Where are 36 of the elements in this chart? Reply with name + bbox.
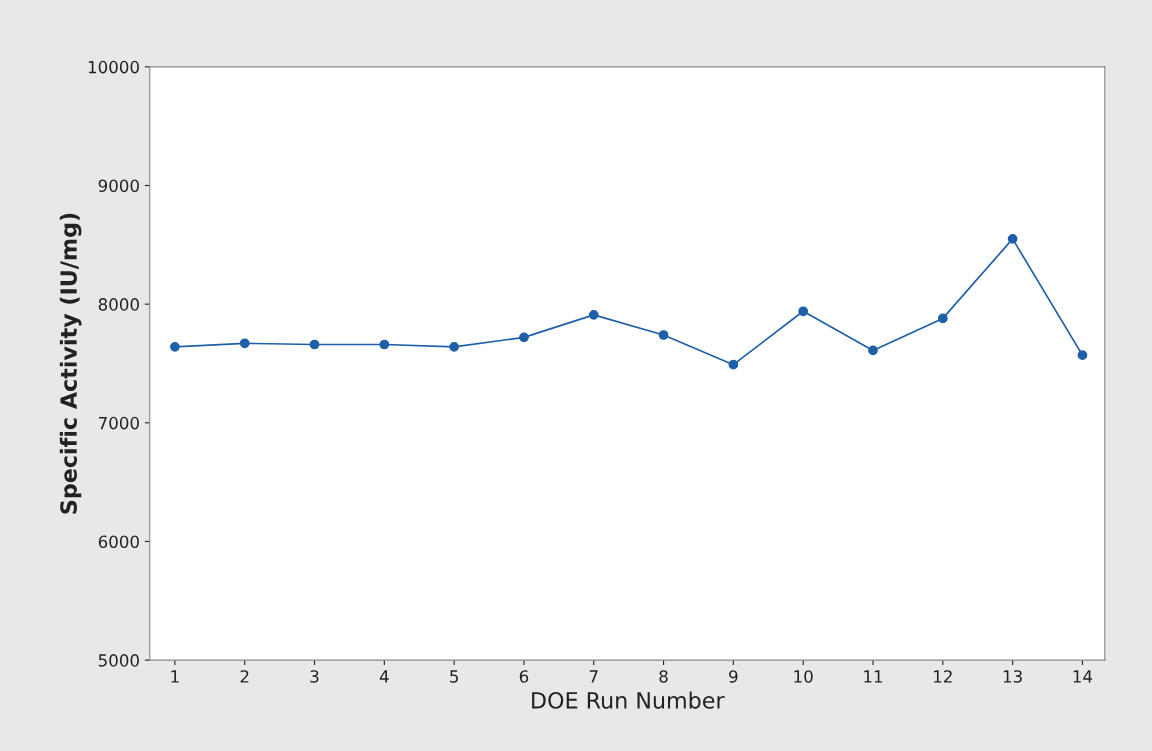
y-axis-title: Specific Activity (IU/mg) <box>59 213 82 514</box>
point <box>588 309 599 320</box>
x-tick-label: 6 <box>519 670 529 683</box>
y-tick-label: 6000 <box>98 535 139 549</box>
x-tick-label: 11 <box>864 670 883 683</box>
point <box>449 342 459 352</box>
y-tick-label: 10000 <box>88 60 139 74</box>
point <box>728 359 739 370</box>
y-tick-label: 9000 <box>98 179 139 193</box>
x-tick-label: 5 <box>450 670 458 683</box>
x-tick-label: 13 <box>1003 670 1022 683</box>
x-tick-label: 7 <box>589 670 598 683</box>
point <box>170 342 180 352</box>
x-axis-title: DOE Run Number <box>532 691 725 709</box>
x-tick-label: 12 <box>934 670 952 683</box>
point <box>379 339 390 350</box>
x-tick-label: 2 <box>240 670 249 683</box>
x-tick-label: 10 <box>794 670 813 683</box>
point <box>937 313 948 324</box>
point <box>1007 234 1018 244</box>
point <box>798 306 809 317</box>
x-tick-label: 8 <box>659 670 668 683</box>
point <box>239 338 250 349</box>
point <box>658 330 669 340</box>
point <box>868 345 878 356</box>
x-tick-label: 3 <box>310 670 319 683</box>
y-tick-label: 8000 <box>98 298 139 311</box>
point <box>519 332 529 343</box>
point <box>309 339 320 350</box>
y-tick-label: 5000 <box>98 654 139 667</box>
y-tick-label: 7000 <box>98 416 139 430</box>
x-tick-label: 14 <box>1073 670 1093 683</box>
x-tick-label: 4 <box>379 670 389 683</box>
x-tick-label: 1 <box>171 670 179 683</box>
point <box>1077 350 1088 361</box>
x-tick-label: 9 <box>729 670 738 683</box>
